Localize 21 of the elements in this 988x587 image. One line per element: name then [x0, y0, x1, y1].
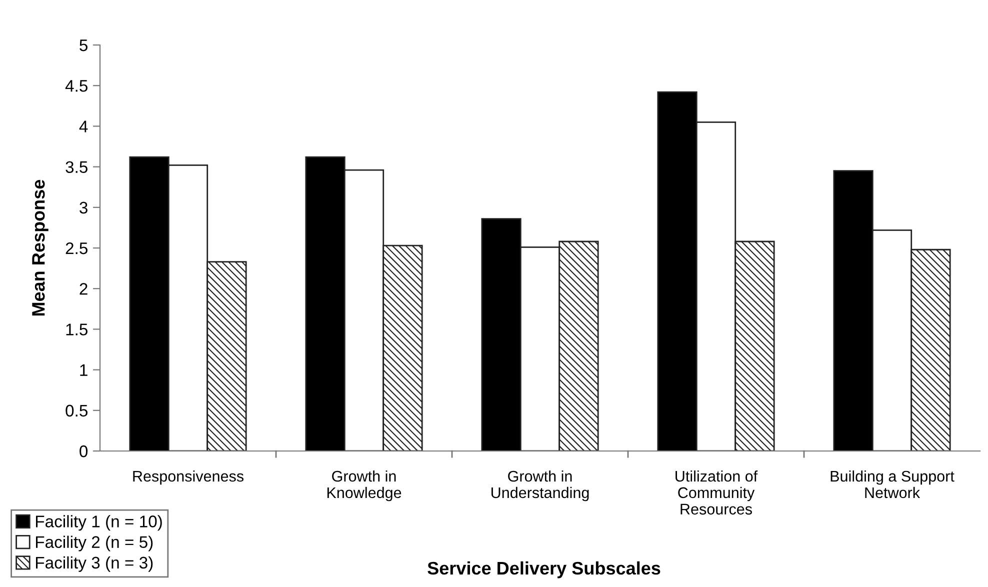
- x-tick-label: Growth in Knowledge: [327, 470, 402, 502]
- y-tick-label: 1.5: [66, 324, 88, 336]
- legend-label: Facility 2 (n = 5): [36, 536, 153, 552]
- y-tick-label: 0: [80, 445, 88, 458]
- x-tick-label: Utilization of Community Resources: [676, 470, 758, 515]
- legend-label: Facility 1 (n = 10): [36, 515, 162, 531]
- x-tick-label: Building a Support Network: [830, 470, 954, 498]
- y-tick-label: 4.5: [65, 80, 88, 92]
- y-tick-label: 0.5: [66, 404, 88, 417]
- y-tick-label: 2.5: [66, 242, 88, 254]
- y-tick-label: 3: [80, 202, 88, 214]
- x-tick-label: Responsiveness: [133, 470, 244, 485]
- y-tick-label: 5: [80, 40, 88, 52]
- x-tick-label: Growth in Understanding: [491, 470, 589, 502]
- y-axis-title: Mean Response: [32, 180, 48, 316]
- y-tick-label: 1: [80, 364, 88, 376]
- y-tick-label: 4: [79, 120, 88, 132]
- y-tick-label: 2: [80, 283, 88, 295]
- legend-label: Facility 3 (n = 3): [36, 556, 153, 572]
- x-axis-title: Service Delivery Subscales: [428, 561, 660, 578]
- y-tick-label: 3.5: [66, 161, 88, 174]
